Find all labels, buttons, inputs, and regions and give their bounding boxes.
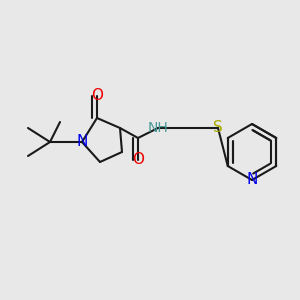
Text: O: O — [91, 88, 103, 104]
Text: N: N — [76, 134, 88, 149]
Text: N: N — [246, 172, 258, 188]
Text: O: O — [132, 152, 144, 167]
Text: NH: NH — [148, 121, 168, 135]
Text: S: S — [213, 121, 223, 136]
